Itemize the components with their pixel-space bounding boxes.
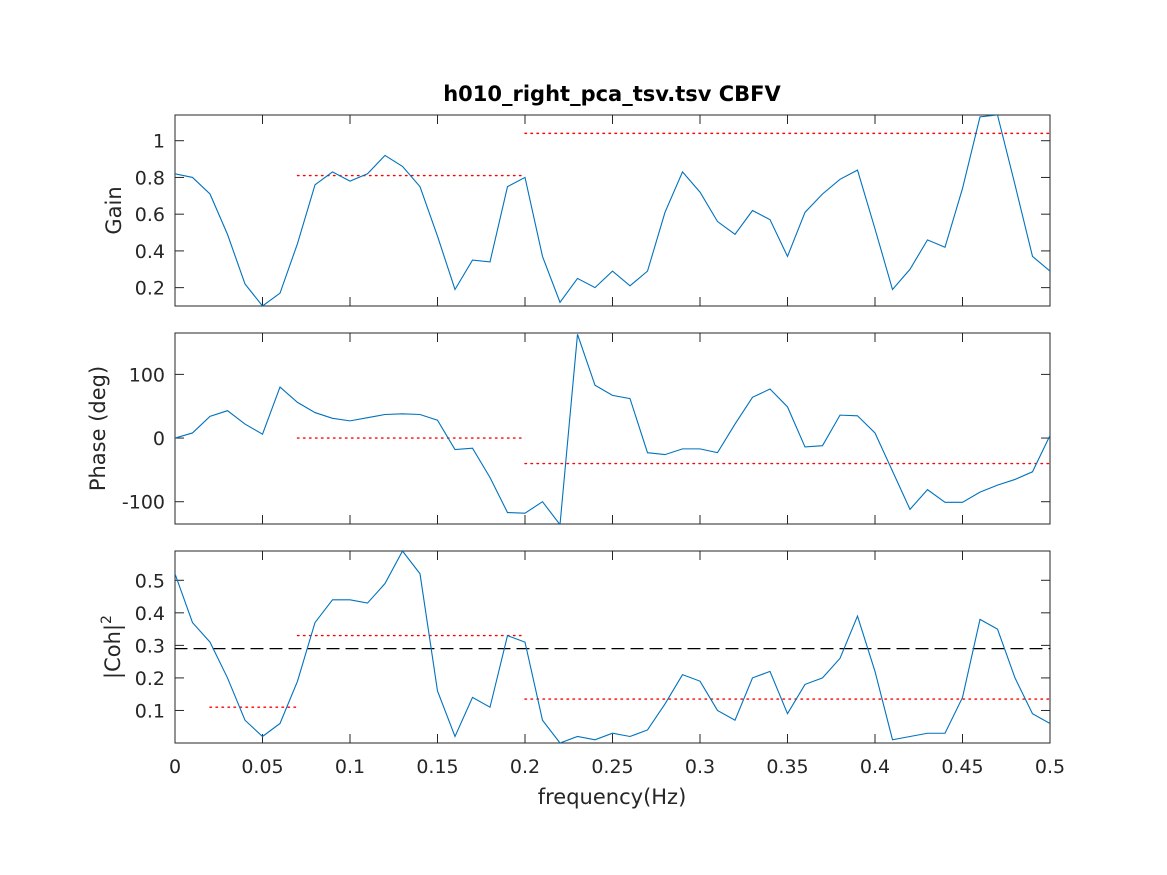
xtick-label: 0.15	[416, 756, 458, 778]
gain-ytick-label: 1	[153, 131, 165, 153]
xtick-label: 0.5	[1035, 756, 1065, 778]
coherence-ytick-label: 0.2	[135, 668, 165, 690]
coherence-ylabel-base: |Coh|	[101, 624, 126, 679]
coherence-reference-lines	[174, 634, 1051, 708]
xtick-label: 0.4	[860, 756, 890, 778]
phase-reference-lines	[296, 437, 1051, 465]
coherence-plot-area	[174, 550, 1051, 744]
gain-ylabel: Gain	[102, 186, 126, 234]
gain-plot-area	[174, 114, 1051, 307]
coherence-ytick-label: 0.4	[135, 603, 165, 625]
coherence-axes: 0.1 0.2 0.3 0.4 0.5 0 0.05 0.1 0.15 0.2 0.25 0.3 0.3…	[99, 550, 1065, 809]
phase-series	[175, 334, 1050, 524]
xtick-label: 0	[169, 756, 181, 778]
gain-series-line	[175, 115, 1050, 306]
coherence-ylabel: |Coh|2	[99, 615, 126, 679]
xtick-label: 0.3	[685, 756, 715, 778]
gain-ticks: 0.2 0.4 0.6 0.8 1	[135, 115, 1051, 306]
gain-series	[175, 115, 1050, 306]
coherence-ytick-label: 0.1	[135, 700, 165, 722]
phase-ytick-label: 100	[129, 364, 165, 386]
chart-title: h010_right_pca_tsv.tsv CBFV	[443, 82, 781, 106]
coherence-ticks: 0.1 0.2 0.3 0.4 0.5 0 0.05 0.1 0.15 0.2 0.25 0.3 0.3…	[135, 551, 1065, 778]
phase-axes: -100 0 100 Phase (deg)	[86, 332, 1051, 525]
xtick-label: 0.25	[591, 756, 633, 778]
phase-ticks: -100 0 100	[122, 333, 1051, 524]
phase-plot-area	[174, 332, 1051, 525]
xtick-label: 0.35	[766, 756, 808, 778]
coherence-series	[175, 551, 1050, 743]
coherence-series-line	[175, 551, 1050, 743]
coherence-ytick-label: 0.3	[135, 635, 165, 657]
xtick-label: 0.2	[510, 756, 540, 778]
gain-reference-lines	[296, 132, 1051, 177]
gain-ytick-label: 0.2	[135, 278, 165, 300]
gain-axes: 0.2 0.4 0.6 0.8 1 Gain	[102, 114, 1051, 307]
phase-ytick-label: 0	[153, 428, 165, 450]
phase-series-line	[175, 334, 1050, 524]
gain-ytick-label: 0.8	[135, 167, 165, 189]
gain-ytick-label: 0.4	[135, 241, 165, 263]
coherence-ylabel-superscript: 2	[99, 615, 115, 624]
xtick-label: 0.1	[335, 756, 365, 778]
coherence-ytick-label: 0.5	[135, 570, 165, 592]
xtick-label: 0.45	[941, 756, 983, 778]
gain-ytick-label: 0.6	[135, 204, 165, 226]
phase-ytick-label: -100	[122, 492, 165, 514]
xtick-label: 0.05	[241, 756, 283, 778]
x-axis-label: frequency(Hz)	[538, 785, 687, 809]
phase-ylabel: Phase (deg)	[86, 366, 110, 491]
